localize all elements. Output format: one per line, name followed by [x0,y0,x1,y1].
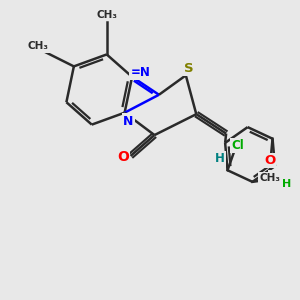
Text: CH₃: CH₃ [96,10,117,20]
Text: =N: =N [130,66,150,79]
Text: O: O [117,151,129,164]
Text: S: S [184,62,194,75]
Text: H: H [215,152,225,166]
Text: CH₃: CH₃ [259,173,280,183]
Text: CH₃: CH₃ [28,41,49,51]
Text: O: O [269,172,281,184]
Text: H: H [281,179,291,189]
Text: N: N [123,115,134,128]
Text: Cl: Cl [231,139,244,152]
Text: O: O [264,154,275,167]
